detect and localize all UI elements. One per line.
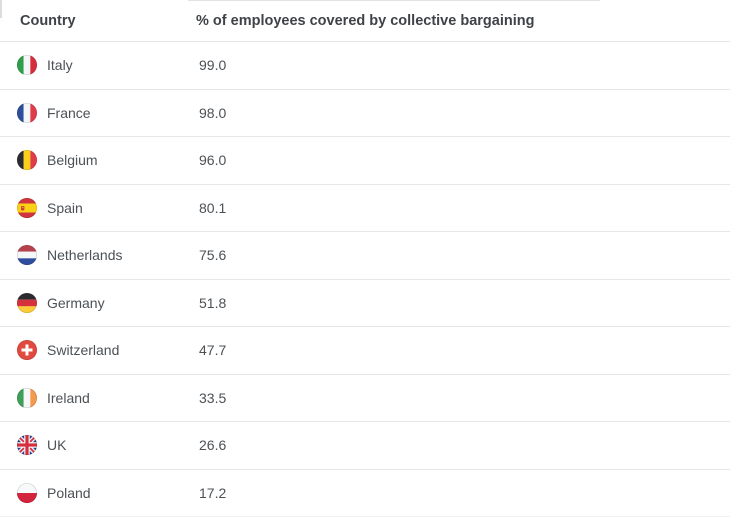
country-label: Poland xyxy=(47,484,91,501)
value-cell: 80.1 xyxy=(199,199,227,216)
column-header-value: % of employees covered by collective bar… xyxy=(196,12,535,29)
country-cell: Italy xyxy=(0,55,196,76)
value-cell: 33.5 xyxy=(199,389,227,406)
belgium-flag-icon xyxy=(17,150,37,171)
country-cell: Switzerland xyxy=(0,340,196,361)
poland-flag-icon xyxy=(17,482,37,503)
table-row: Ireland 33.5 xyxy=(0,375,730,422)
top-edge-artifact xyxy=(188,0,600,1)
table-row: Switzerland 47.7 xyxy=(0,327,730,375)
table-row: UK 26.6 xyxy=(0,422,730,470)
table-row: Netherlands 75.6 xyxy=(0,232,730,280)
country-label: Germany xyxy=(47,294,105,311)
table-header: Country % of employees covered by collec… xyxy=(0,0,730,42)
value-cell: 47.7 xyxy=(199,342,227,359)
table-row: Italy 99.0 xyxy=(0,42,730,90)
country-label: Spain xyxy=(47,199,83,216)
table-body: Italy 99.0 France 98.0 Belgium 96.0 Spai… xyxy=(0,42,730,517)
germany-flag-icon xyxy=(17,292,37,313)
country-label: Belgium xyxy=(47,152,98,169)
country-cell: Belgium xyxy=(0,150,196,171)
left-edge-artifact xyxy=(0,0,2,18)
uk-flag-icon xyxy=(17,435,37,456)
spain-flag-icon xyxy=(17,197,37,218)
country-label: France xyxy=(47,104,91,121)
table-row: Spain 80.1 xyxy=(0,185,730,232)
table-row: France 98.0 xyxy=(0,90,730,137)
table-row: Germany 51.8 xyxy=(0,280,730,327)
table-row: Belgium 96.0 xyxy=(0,137,730,185)
column-header-country: Country xyxy=(20,12,76,29)
country-label: Netherlands xyxy=(47,247,123,264)
country-cell: Netherlands xyxy=(0,245,196,266)
value-cell: 98.0 xyxy=(199,104,227,121)
ireland-flag-icon xyxy=(17,387,37,408)
france-flag-icon xyxy=(17,102,37,123)
country-cell: Poland xyxy=(0,482,196,503)
value-cell: 26.6 xyxy=(199,437,227,454)
switzerland-flag-icon xyxy=(17,340,37,361)
country-cell: Germany xyxy=(0,292,196,313)
value-cell: 96.0 xyxy=(199,152,227,169)
value-cell: 99.0 xyxy=(199,57,227,74)
country-cell: Ireland xyxy=(0,387,196,408)
value-cell: 75.6 xyxy=(199,247,227,264)
country-label: Italy xyxy=(47,57,73,74)
netherlands-flag-icon xyxy=(17,245,37,266)
country-label: UK xyxy=(47,437,67,454)
value-cell: 17.2 xyxy=(199,484,227,501)
country-label: Switzerland xyxy=(47,342,120,359)
country-cell: Spain xyxy=(0,197,196,218)
italy-flag-icon xyxy=(17,55,37,76)
country-cell: UK xyxy=(0,435,196,456)
country-cell: France xyxy=(0,102,196,123)
country-label: Ireland xyxy=(47,389,90,406)
table-row: Poland 17.2 xyxy=(0,470,730,517)
value-cell: 51.8 xyxy=(199,294,227,311)
